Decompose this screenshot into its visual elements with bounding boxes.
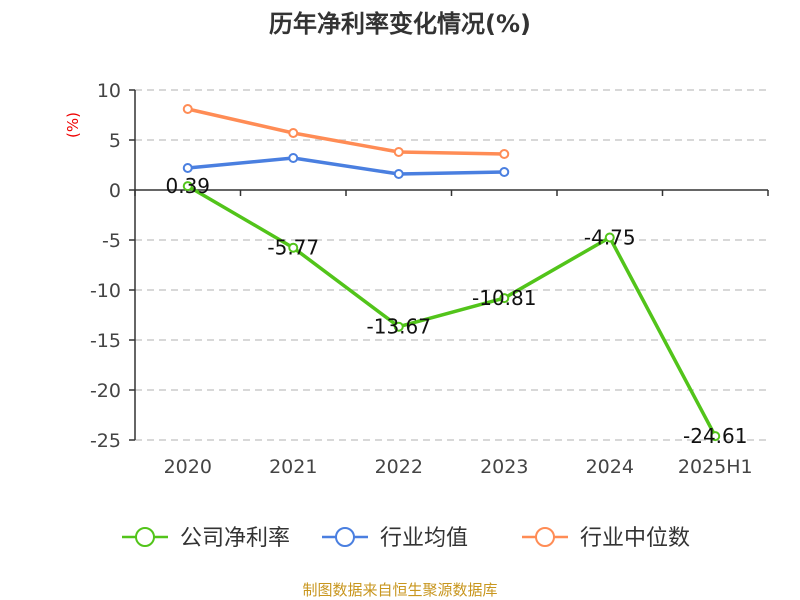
y-tick-label: -5 (102, 230, 121, 252)
data-label: -5.77 (267, 236, 319, 260)
x-tick-label: 2020 (164, 456, 212, 478)
chart-title: 历年净利率变化情况(%) (269, 10, 531, 38)
series-line-0 (186, 184, 717, 437)
series-line-1 (187, 156, 505, 176)
legend-label: 行业均值 (380, 526, 468, 551)
y-tick-label: 10 (97, 80, 121, 102)
legend-label: 公司净利率 (180, 526, 290, 551)
data-point[interactable] (499, 293, 510, 304)
data-point[interactable] (710, 431, 721, 442)
series-line-2 (187, 107, 505, 156)
data-label: -4.75 (584, 226, 636, 250)
data-label: -24.61 (683, 424, 747, 448)
data-label: 0.39 (165, 174, 210, 198)
x-tick-label: 2024 (586, 456, 634, 478)
data-point[interactable] (499, 149, 510, 159)
data-label: -10.81 (472, 286, 536, 310)
legend-item-0[interactable]: 公司净利率 (122, 526, 290, 551)
data-point[interactable] (393, 169, 404, 179)
legend-label: 行业中位数 (580, 526, 690, 551)
data-point[interactable] (604, 232, 615, 243)
x-tick-label: 2023 (480, 456, 528, 478)
y-tick-label: -20 (90, 380, 121, 402)
legend-circle-icon (535, 527, 555, 547)
legend-circle-icon (135, 527, 155, 547)
data-point[interactable] (182, 163, 193, 173)
data-point[interactable] (288, 128, 299, 138)
data-label: -13.67 (367, 315, 431, 339)
y-tick-label: -25 (90, 430, 121, 452)
legend-item-2[interactable]: 行业中位数 (522, 526, 690, 551)
data-point[interactable] (393, 321, 404, 332)
y-tick-label: 0 (109, 180, 121, 202)
y-axis-label: (%) (64, 112, 82, 138)
footer-source: 制图数据来自恒生聚源数据库 (302, 581, 497, 599)
data-point[interactable] (288, 153, 299, 163)
data-point[interactable] (182, 181, 193, 192)
y-tick-label: 5 (109, 130, 121, 152)
data-point[interactable] (499, 167, 510, 177)
x-tick-label: 2022 (375, 456, 423, 478)
data-point[interactable] (182, 104, 193, 114)
x-tick-label: 2021 (269, 456, 317, 478)
data-point[interactable] (288, 242, 299, 253)
y-tick-label: -10 (90, 280, 121, 302)
legend-circle-icon (335, 527, 355, 547)
data-point[interactable] (393, 147, 404, 157)
legend-item-1[interactable]: 行业均值 (322, 526, 468, 551)
y-tick-label: -15 (90, 330, 121, 352)
x-tick-label: 2025H1 (678, 456, 753, 478)
